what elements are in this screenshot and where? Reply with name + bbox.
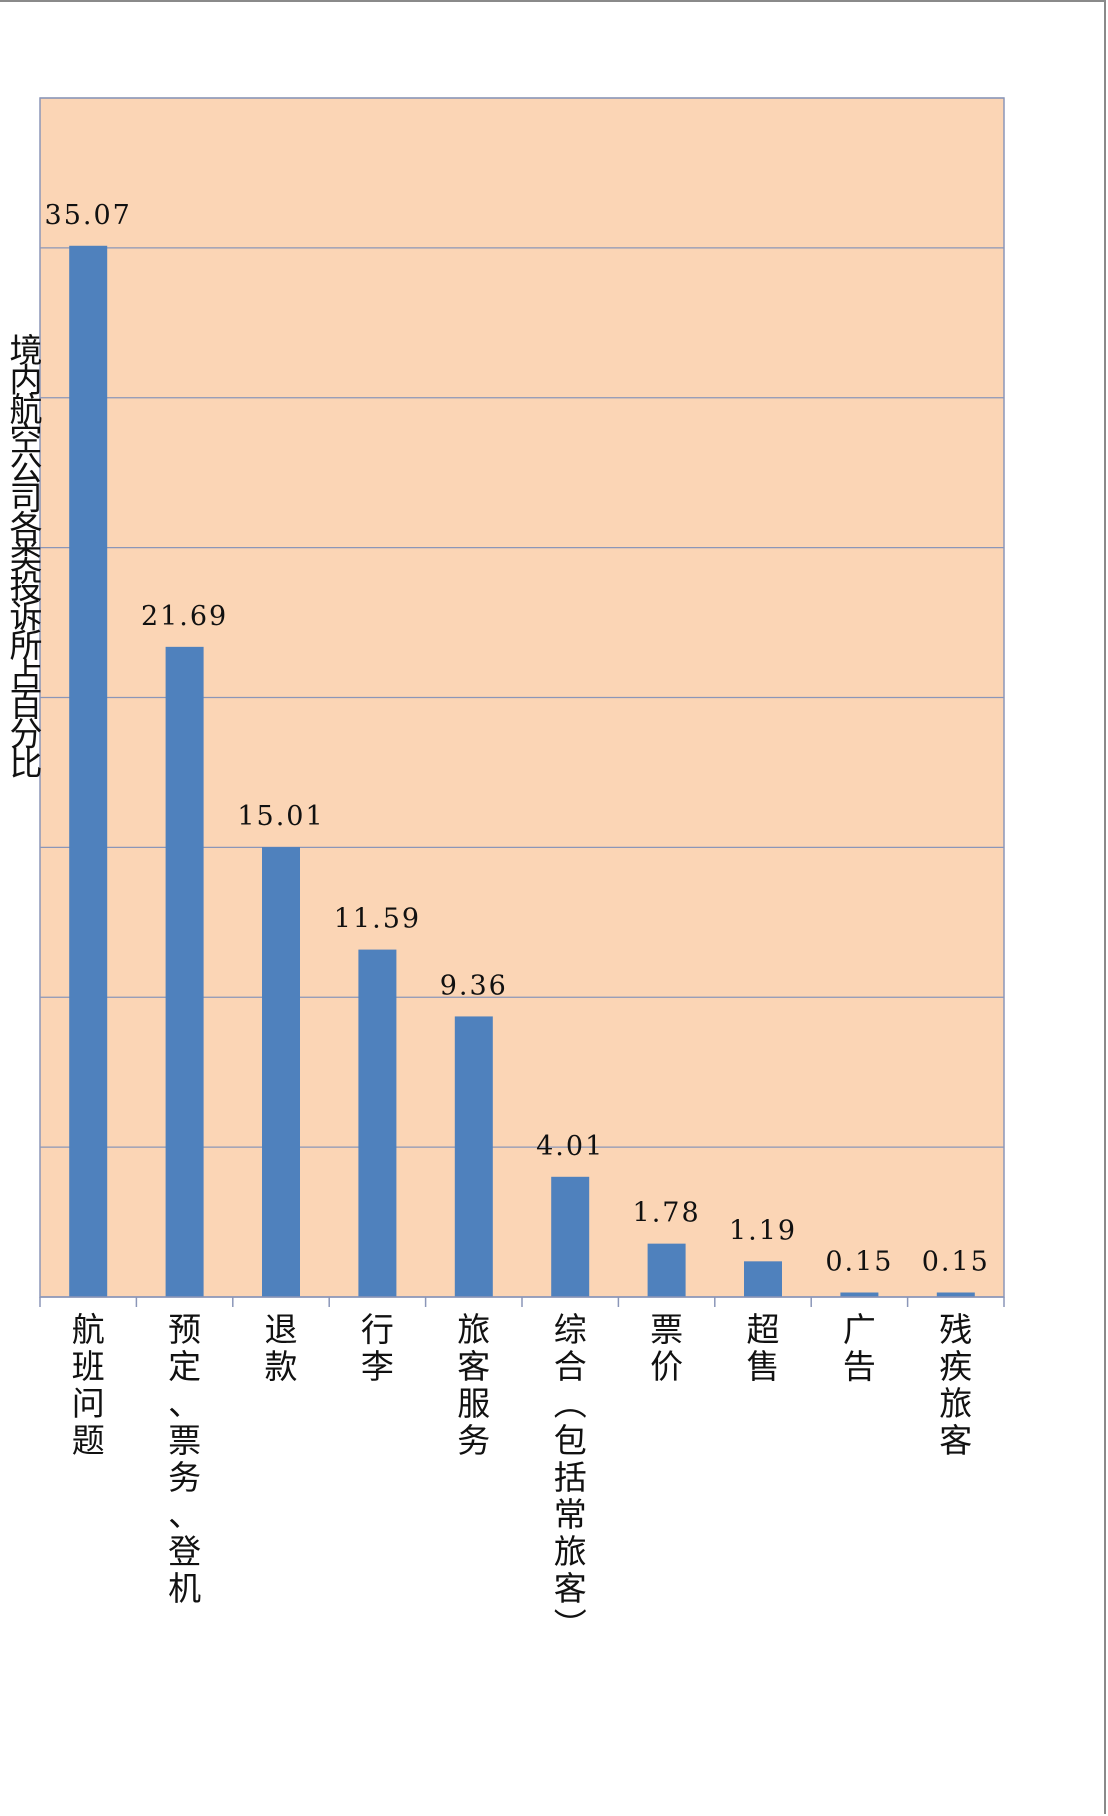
tick-label: 行李: [361, 1310, 394, 1386]
tick-label: 旅客服务: [457, 1310, 490, 1460]
data-label: 0.15: [825, 1247, 893, 1278]
tick-label: 航班问题: [72, 1310, 105, 1460]
tick-label: 残疾旅客: [939, 1310, 972, 1460]
tick-label: 综合︵包括常旅客︶: [554, 1310, 587, 1645]
bar: [262, 847, 300, 1297]
data-label: 21.69: [141, 601, 228, 632]
bar: [551, 1176, 590, 1297]
data-label: 4.01: [536, 1131, 604, 1162]
tick-label: 广告: [843, 1310, 876, 1386]
bar: [454, 1016, 493, 1297]
y-axis-label: 境内航空公司各类投诉所占百分比: [10, 331, 43, 783]
data-label: 0.15: [922, 1247, 990, 1278]
bar: [936, 1292, 975, 1297]
bar: [165, 646, 204, 1297]
bar: [744, 1261, 782, 1297]
x-axis: [39, 1296, 1005, 1307]
data-label: 15.01: [237, 801, 324, 832]
bars: [69, 245, 975, 1298]
tick-label: 超售: [747, 1310, 780, 1386]
data-label: 1.78: [633, 1198, 701, 1229]
bar: [840, 1292, 879, 1297]
data-label: 9.36: [440, 970, 508, 1001]
value-labels: 35.07 21.69 15.01 11.59 9.36 4.01 1.78 1.19 0.15…: [45, 200, 990, 1278]
tick-label: 票价: [650, 1310, 683, 1386]
data-label: 11.59: [334, 904, 421, 935]
data-label: 1.19: [729, 1215, 797, 1246]
data-label: 35.07: [45, 200, 132, 231]
bar: [647, 1243, 686, 1297]
bar: [69, 245, 108, 1298]
bar: [358, 949, 397, 1297]
tick-label: 预定、票务、登机: [168, 1310, 201, 1608]
tick-label: 退款: [265, 1310, 298, 1386]
